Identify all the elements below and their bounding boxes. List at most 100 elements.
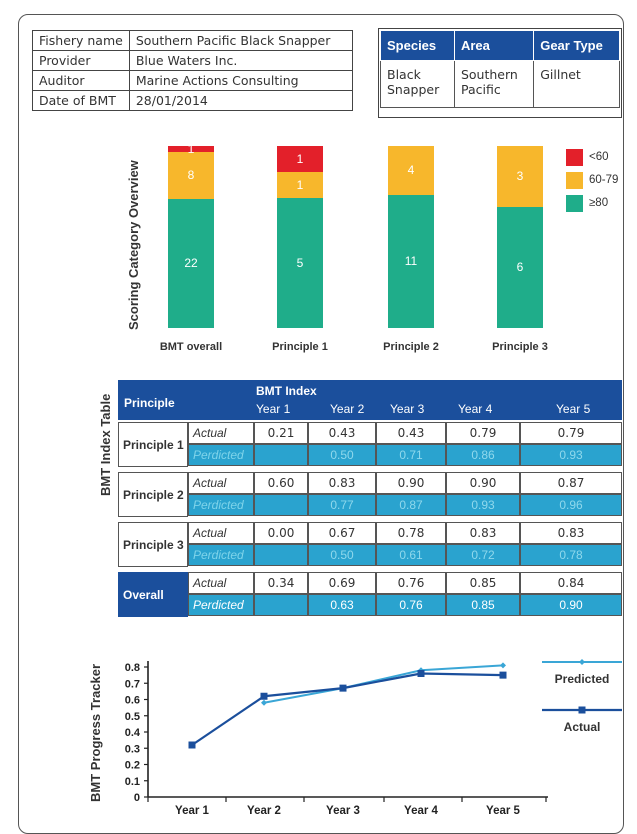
predicted-value bbox=[254, 543, 308, 566]
year-header: Year 1 bbox=[256, 402, 291, 416]
predicted-value: 0.96 bbox=[520, 493, 622, 516]
gear-type-header: Gear Type bbox=[533, 30, 620, 61]
bar-segment-mid bbox=[497, 146, 543, 207]
legend-predicted-marker bbox=[579, 659, 585, 665]
actual-line bbox=[191, 672, 504, 746]
y-tick-label: 0.3 bbox=[125, 743, 140, 755]
predicted-value: 0.93 bbox=[520, 443, 622, 466]
bar-value-label: 11 bbox=[404, 254, 418, 269]
y-tick-label: 0.5 bbox=[125, 711, 140, 723]
species-header: Species bbox=[380, 30, 455, 61]
legend-swatch bbox=[566, 172, 583, 189]
info-row: Provider Blue Waters Inc. bbox=[32, 50, 353, 71]
principle-name-cell: Overall bbox=[118, 572, 188, 617]
actual-label: Actual bbox=[188, 422, 254, 444]
bar-value-label: 1 bbox=[296, 178, 304, 192]
bar-value-label: 1 bbox=[187, 141, 195, 156]
actual-value: 0.21 bbox=[254, 422, 308, 444]
species-table-frame bbox=[378, 28, 622, 118]
actual-value: 0.87 bbox=[520, 472, 622, 494]
predicted-value: 0.87 bbox=[376, 493, 446, 516]
actual-value: 0.78 bbox=[376, 522, 446, 544]
legend-swatch bbox=[566, 149, 583, 166]
y-tick-label: 0.2 bbox=[125, 760, 140, 772]
predicted-point bbox=[500, 662, 506, 669]
bar-segment-mid bbox=[277, 172, 323, 198]
x-tick-label: Year 2 bbox=[247, 805, 281, 817]
predicted-value: 0.72 bbox=[446, 543, 520, 566]
bar-category-label: Principle 1 bbox=[272, 341, 328, 353]
bar-segment-high bbox=[168, 198, 214, 328]
year-header: Year 2 bbox=[330, 402, 365, 416]
legend-swatch bbox=[566, 195, 583, 212]
bar-category-label: Principle 2 bbox=[383, 341, 439, 353]
predicted-value: 0.93 bbox=[446, 493, 520, 516]
bar-segment-mid bbox=[168, 151, 214, 199]
year-header: Year 5 bbox=[556, 402, 591, 416]
bar-segment-low bbox=[168, 146, 214, 152]
actual-value: 0.69 bbox=[308, 572, 376, 594]
info-value: Southern Pacific Black Snapper bbox=[128, 30, 353, 51]
predicted-label: Perdicted bbox=[188, 543, 254, 566]
predicted-value bbox=[254, 593, 308, 616]
actual-point bbox=[188, 741, 196, 749]
bar-value-label: 3 bbox=[516, 169, 524, 184]
bar-value-label: 5 bbox=[296, 256, 304, 270]
predicted-value: 0.50 bbox=[308, 443, 376, 466]
predicted-value: 0.90 bbox=[520, 593, 622, 616]
bar-value-label: 22 bbox=[184, 256, 198, 271]
predicted-label: Perdicted bbox=[188, 593, 254, 616]
year-header: Year 3 bbox=[390, 402, 425, 416]
bmt-index-header: BMT Index bbox=[256, 384, 317, 398]
info-value: 28/01/2014 bbox=[128, 90, 353, 111]
x-tick-label: Year 1 bbox=[175, 805, 209, 817]
bar-value-label: 8 bbox=[187, 168, 195, 183]
info-value: Marine Actions Consulting bbox=[128, 70, 353, 91]
predicted-value: 0.76 bbox=[376, 593, 446, 616]
predicted-value bbox=[254, 443, 308, 466]
info-row: Auditor Marine Actions Consulting bbox=[32, 70, 353, 91]
predicted-line bbox=[263, 664, 504, 704]
actual-value: 0.84 bbox=[520, 572, 622, 594]
y-tick-label: 0.8 bbox=[125, 662, 140, 674]
actual-value: 0.43 bbox=[376, 422, 446, 444]
y-tick-label: 0.6 bbox=[125, 695, 140, 707]
actual-value: 0.83 bbox=[520, 522, 622, 544]
actual-point bbox=[339, 684, 347, 692]
year-header: Year 4 bbox=[458, 402, 493, 416]
actual-label: Actual bbox=[188, 522, 254, 544]
bar-segment-low bbox=[277, 146, 323, 172]
x-tick-label: Year 4 bbox=[404, 805, 438, 817]
index-table-header bbox=[118, 380, 622, 420]
bar-segment-mid bbox=[388, 146, 434, 195]
actual-value: 0.83 bbox=[308, 472, 376, 494]
actual-value: 0.67 bbox=[308, 522, 376, 544]
legend-actual-label: Actual bbox=[564, 720, 601, 734]
bar-segment-high bbox=[277, 198, 323, 328]
actual-value: 0.00 bbox=[254, 522, 308, 544]
principle-header: Principle bbox=[124, 396, 175, 410]
info-row: Date of BMT 28/01/2014 bbox=[32, 90, 353, 111]
predicted-value: 0.85 bbox=[446, 593, 520, 616]
fishery-info-table: Fishery name Southern Pacific Black Snapp… bbox=[32, 30, 353, 111]
bar-segment-high bbox=[388, 194, 434, 328]
actual-point bbox=[499, 671, 507, 679]
predicted-value: 0.77 bbox=[308, 493, 376, 516]
y-tick-label: 0.7 bbox=[125, 678, 140, 690]
species-table: Species Area Gear Type Black Snapper Sout… bbox=[380, 30, 620, 108]
gear-type-value: Gillnet bbox=[533, 60, 620, 108]
predicted-value: 0.50 bbox=[308, 543, 376, 566]
bar-value-label: 4 bbox=[407, 163, 415, 178]
actual-value: 0.60 bbox=[254, 472, 308, 494]
predicted-value: 0.63 bbox=[308, 593, 376, 616]
predicted-value: 0.86 bbox=[446, 443, 520, 466]
info-row: Fishery name Southern Pacific Black Snapp… bbox=[32, 30, 353, 51]
bar-category-label: BMT overall bbox=[159, 341, 223, 353]
actual-value: 0.83 bbox=[446, 522, 520, 544]
actual-value: 0.34 bbox=[254, 572, 308, 594]
info-key: Auditor bbox=[32, 70, 130, 91]
actual-value: 0.76 bbox=[376, 572, 446, 594]
predicted-value bbox=[254, 493, 308, 516]
x-tick-label: Year 3 bbox=[326, 805, 360, 817]
